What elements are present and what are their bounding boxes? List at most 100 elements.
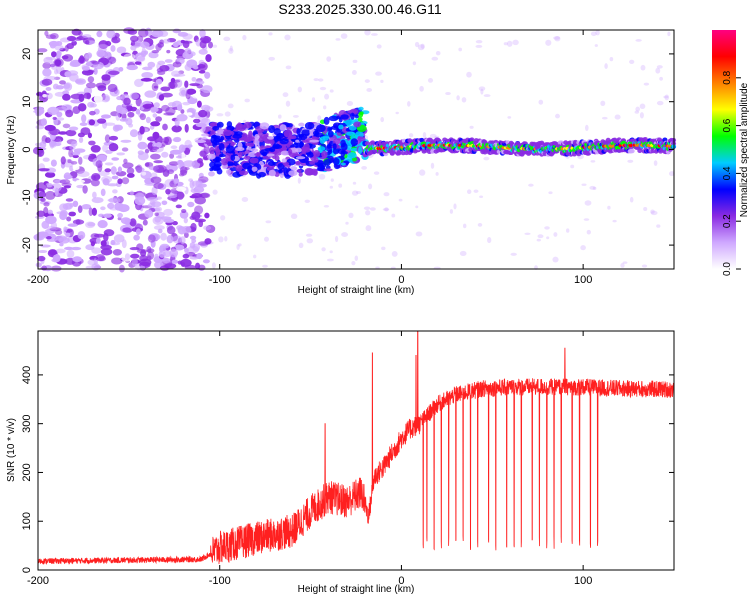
spectrogram-cell (194, 196, 206, 205)
spectrogram-cell (212, 44, 218, 48)
spectrogram-cell (238, 243, 242, 247)
spectrogram-cell (357, 116, 363, 122)
x-tick-label: -100 (209, 575, 231, 587)
spectrogram-cell (97, 154, 107, 162)
spectrogram-cell (398, 198, 403, 202)
spectrogram-cell (338, 183, 343, 188)
spectrogram-cell (304, 167, 315, 176)
spectrogram-cell (323, 159, 331, 166)
spectrogram-cell (285, 100, 291, 107)
spectrogram-cell (179, 87, 188, 94)
spectrogram-cell (117, 212, 123, 218)
spectrogram-cell (97, 220, 108, 229)
spectrogram-cell (161, 200, 168, 206)
spectrogram-cell (366, 88, 373, 92)
spectrogram-cell (51, 51, 57, 58)
spectrogram-cell (347, 152, 357, 159)
spectrogram-cell (469, 125, 474, 129)
spectrogram-cell (173, 73, 186, 77)
spectrogram-cell (327, 130, 334, 138)
spectrogram-cell (154, 212, 159, 217)
spectrogram-cell (70, 246, 82, 251)
spectrogram-cell (189, 195, 199, 199)
spectrogram-cell (445, 91, 451, 96)
spectrogram-cell (75, 219, 81, 225)
spectrogram-cell (134, 78, 144, 88)
spectrogram-cell (77, 231, 86, 240)
spectrogram-cell (120, 139, 132, 143)
spectrogram-cell (415, 231, 423, 237)
spectrogram-cell (150, 121, 161, 127)
spectrogram-cell (172, 220, 178, 226)
spectrogram-cell (218, 153, 226, 158)
spectrogram-cell (322, 263, 328, 268)
spectrogram-cell (115, 170, 127, 177)
spectrogram-cell (107, 70, 120, 76)
spectrogram-cell (95, 237, 101, 245)
spectrogram-cell (93, 233, 105, 238)
y-tick-label: 0 (21, 567, 33, 573)
spectrogram-cell (43, 206, 49, 215)
spectrogram-cell (663, 95, 669, 99)
spectrogram-cell (347, 109, 357, 114)
spectrogram-cell (150, 153, 161, 160)
spectrogram-cell (629, 196, 634, 203)
spectrogram-cell (395, 111, 399, 115)
spectrogram-cell (286, 123, 293, 128)
spectrogram-cell (67, 223, 79, 227)
spectrogram-cell (209, 146, 215, 155)
spectrogram-cell (584, 200, 592, 206)
spectrogram-cell (280, 150, 290, 156)
x-tick-label: -200 (27, 274, 49, 286)
spectrogram-cell (104, 134, 111, 143)
spectrogram-cell (466, 189, 472, 195)
spectrogram-cell (61, 55, 69, 60)
spectrogram-cell (39, 140, 47, 149)
spectrogram-cell (118, 107, 128, 115)
spectrogram-cell (340, 162, 346, 166)
spectrogram-cell (45, 182, 53, 188)
spectrogram-cell (189, 242, 196, 249)
spectrogram-cell (164, 59, 173, 63)
spectrogram-cell (332, 143, 337, 150)
spectrogram-cell (139, 125, 145, 135)
spectrogram-cell (417, 44, 425, 51)
spectrogram-cell (251, 166, 258, 172)
spectrogram-cell (507, 116, 512, 119)
spectrogram-cell (348, 125, 357, 131)
spectrogram-cell (204, 106, 214, 112)
spectrogram-cell (155, 78, 163, 85)
spectrogram-cell (189, 179, 195, 189)
spectrogram-cell (131, 257, 138, 267)
spectrogram-cell (507, 199, 512, 207)
spectrogram-cell (211, 262, 216, 269)
spectrogram-cell (46, 226, 57, 230)
spectrogram-cell (180, 258, 192, 267)
spectrogram-cell (197, 158, 203, 164)
spectrogram-cell (365, 210, 371, 216)
spectrogram-cell (181, 225, 192, 234)
spectrogram-cell (574, 29, 578, 35)
spectrogram-cell (356, 190, 361, 195)
spectrogram-cell (69, 144, 76, 151)
spectrogram-cell (169, 248, 179, 258)
spectrogram-cell (368, 183, 373, 190)
spectrogram-cell (375, 266, 380, 270)
spectrogram-cell (187, 201, 195, 208)
spectrogram-cell (129, 190, 134, 196)
spectrogram-cell (122, 162, 134, 169)
spectrogram-cell (268, 125, 275, 134)
spectrogram-cell (287, 148, 293, 155)
spectrogram-cell (194, 205, 204, 215)
spectrogram-cell (95, 254, 106, 262)
spectrogram-cell (95, 160, 103, 168)
spectrogram-cell (358, 111, 364, 118)
spectrogram-cell (215, 156, 220, 163)
spectrogram-cell (161, 257, 171, 264)
spectrogram-cell (259, 122, 270, 130)
spectrogram-cell (306, 238, 314, 244)
spectrogram-cell (316, 124, 326, 133)
spectrogram-cell (53, 58, 64, 68)
spectrogram-cell (81, 204, 92, 210)
spectrogram-cell (225, 145, 235, 154)
